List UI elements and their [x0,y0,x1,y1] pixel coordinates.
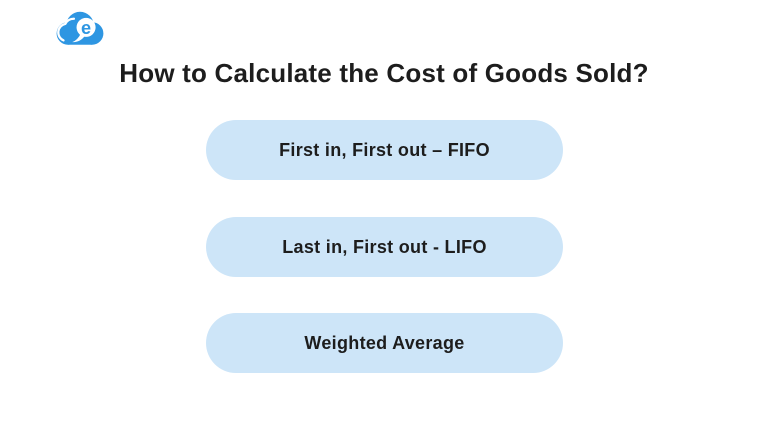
page-title: How to Calculate the Cost of Goods Sold? [119,58,649,88]
method-pill-weighted-average-label: Weighted Average [304,332,465,353]
method-pill-lifo-label: Last in, First out - LIFO [282,236,487,257]
method-pill-weighted-average[interactable]: Weighted Average [206,313,563,373]
svg-text:e: e [81,18,91,38]
method-pill-fifo[interactable]: First in, First out – FIFO [206,120,563,180]
method-pill-fifo-label: First in, First out – FIFO [279,139,490,160]
method-pill-lifo[interactable]: Last in, First out - LIFO [206,217,563,277]
cloud-e-logo-icon: e [54,5,106,55]
